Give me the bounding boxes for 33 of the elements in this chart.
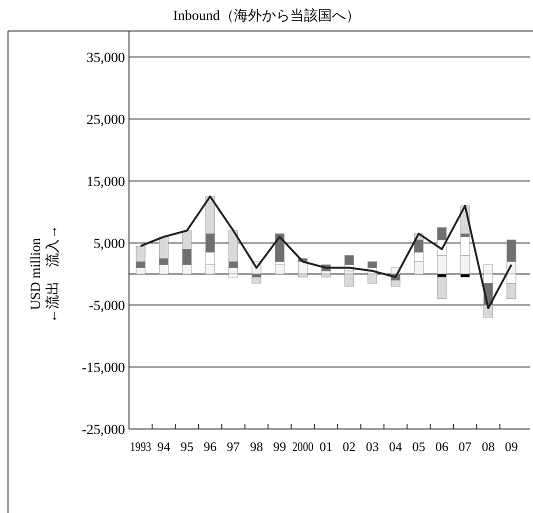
y-tick-label: -5,000 [88, 299, 125, 314]
x-tick-label: 2000 [292, 439, 318, 454]
bar [252, 276, 262, 284]
y-tick-label: -25,000 [82, 423, 125, 438]
y-tick-label: 35,000 [86, 51, 125, 66]
x-tick-label: 1993 [130, 439, 156, 454]
x-tick-label: 05 [412, 439, 426, 454]
y-tick-label: 5,000 [94, 237, 125, 252]
x-tick-label: 94 [157, 439, 171, 454]
x-tick-label: 97 [226, 439, 240, 454]
x-tick-label: 09 [504, 439, 518, 454]
x-tick-label: 08 [482, 439, 495, 454]
chart-title: Inbound（海外から当該国へ） [173, 8, 360, 24]
y-tick-label: 15,000 [86, 175, 125, 190]
bar [437, 276, 447, 299]
x-tick-label: 04 [389, 439, 403, 454]
bar [274, 264, 284, 274]
x-tick-label: 06 [435, 439, 449, 454]
x-tick-label: 98 [250, 439, 263, 454]
y-axis-title: USD million ←流出 流入→ [29, 225, 61, 323]
bar [368, 261, 378, 268]
x-tick-label: 95 [180, 439, 194, 454]
bar [368, 274, 378, 284]
x-tick-label: 02 [342, 439, 356, 454]
x-tick-label: 96 [204, 439, 218, 454]
x-tick-label: 99 [273, 439, 286, 454]
bar [344, 274, 354, 287]
x-tick-label: 03 [366, 439, 379, 454]
x-tick-label: 07 [458, 439, 472, 454]
x-tick-label: 01 [320, 439, 332, 454]
bar [321, 274, 331, 278]
y-tick-label: 25,000 [86, 113, 125, 128]
y-tick-label: -15,000 [82, 361, 125, 376]
